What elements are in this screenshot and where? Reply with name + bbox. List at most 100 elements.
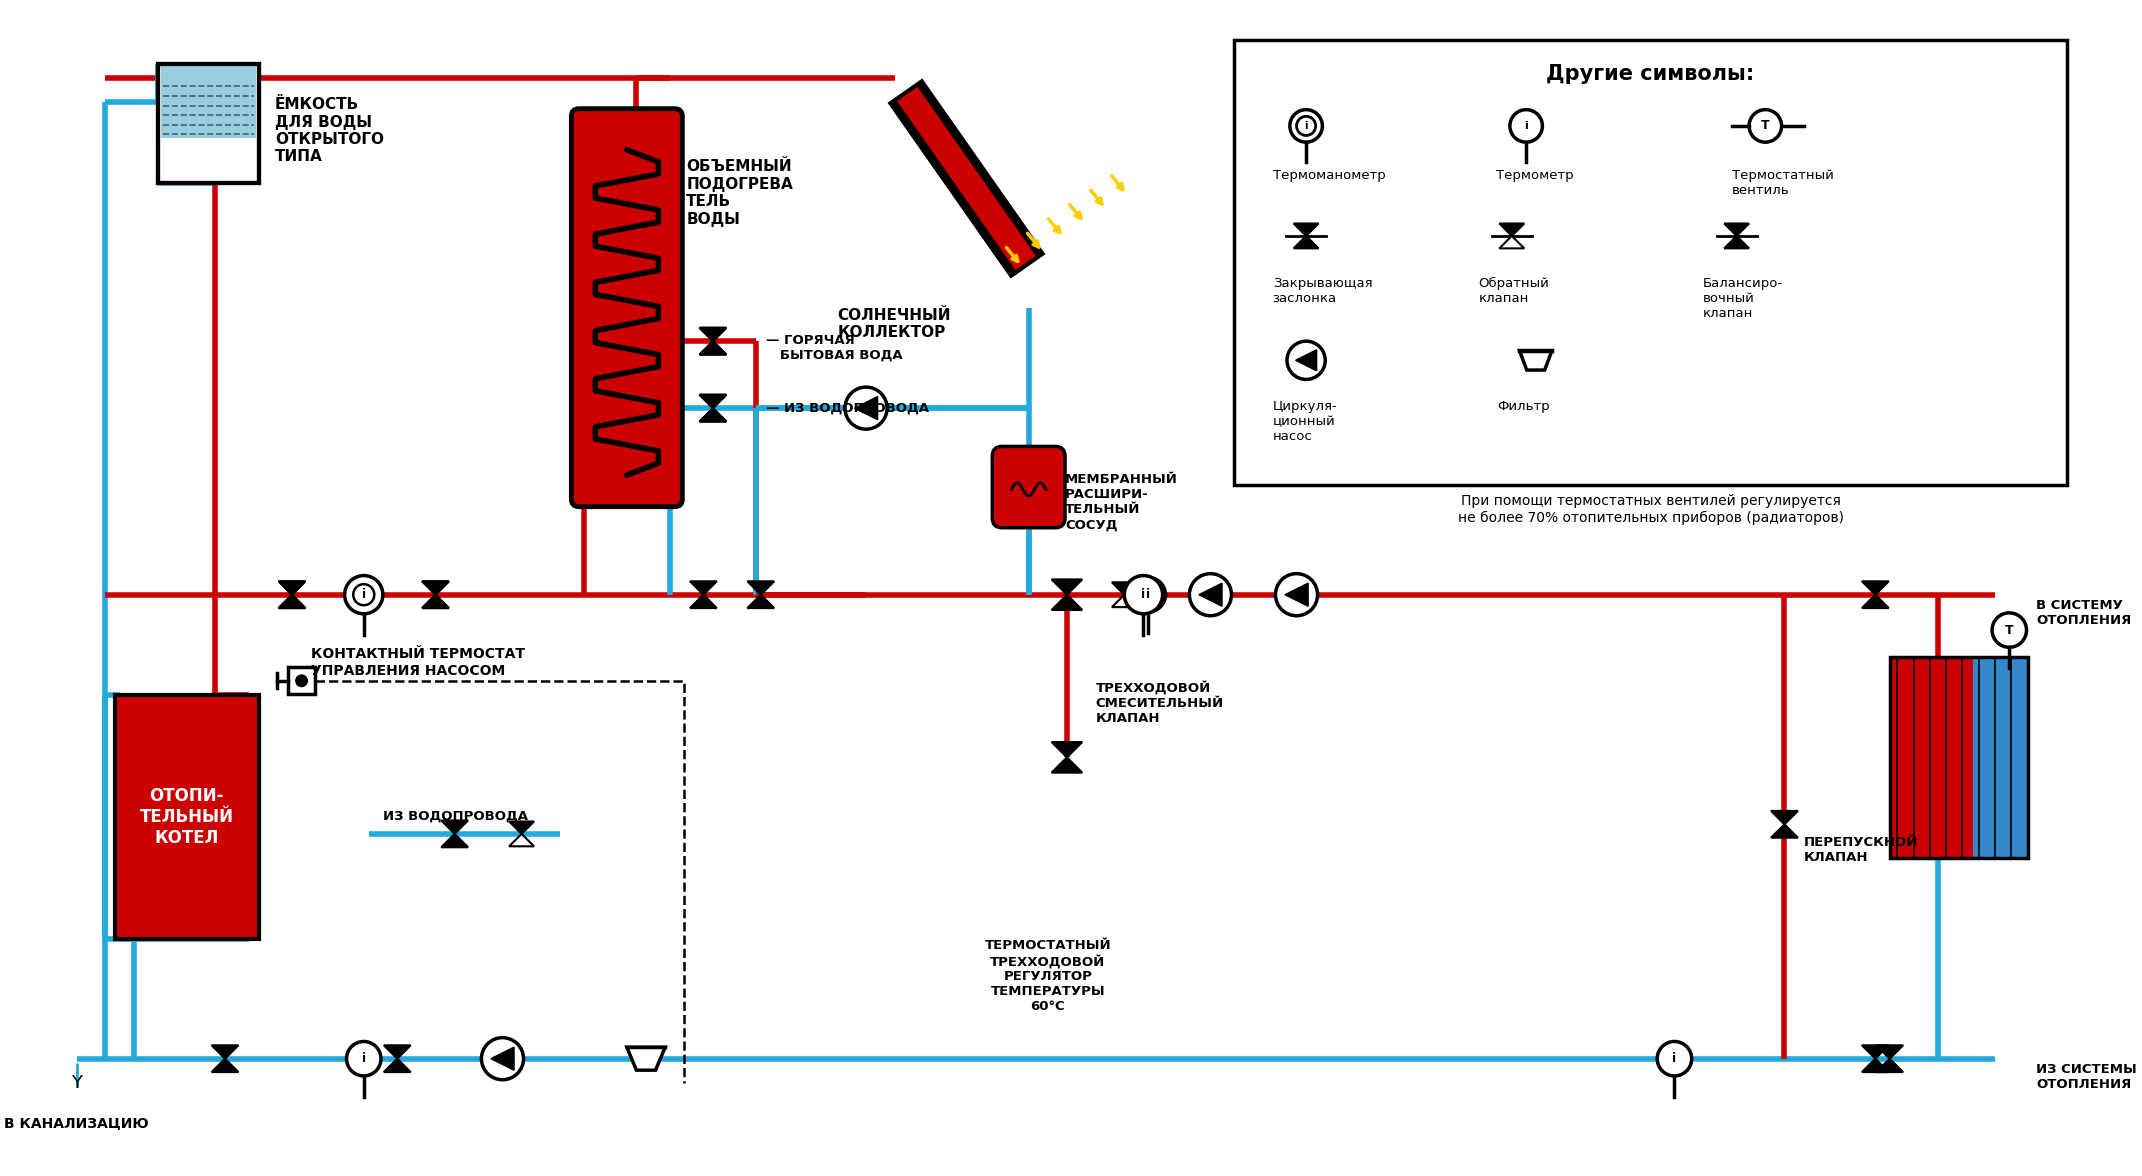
- Bar: [289, 668, 315, 694]
- Bar: [891, 81, 1043, 275]
- Text: Фильтр: Фильтр: [1497, 401, 1551, 414]
- Circle shape: [347, 1042, 381, 1076]
- Polygon shape: [1200, 583, 1223, 607]
- Polygon shape: [278, 595, 306, 608]
- Polygon shape: [700, 408, 726, 421]
- Text: ЁМКОСТЬ
ДЛЯ ВОДЫ
ОТКРЫТОГО
ТИПА: ЁМКОСТЬ ДЛЯ ВОДЫ ОТКРЫТОГО ТИПА: [274, 98, 383, 165]
- FancyBboxPatch shape: [572, 108, 683, 507]
- Text: — ГОРЯЧАЯ
   БЫТОВАЯ ВОДА: — ГОРЯЧАЯ БЫТОВАЯ ВОДА: [765, 334, 902, 361]
- Circle shape: [353, 584, 375, 606]
- Text: i: i: [1146, 588, 1150, 601]
- Polygon shape: [1052, 742, 1082, 757]
- Polygon shape: [700, 341, 726, 355]
- FancyBboxPatch shape: [992, 447, 1065, 528]
- Polygon shape: [1724, 236, 1750, 248]
- Polygon shape: [422, 595, 450, 608]
- Polygon shape: [690, 581, 718, 595]
- Polygon shape: [422, 581, 450, 595]
- Circle shape: [1296, 116, 1315, 135]
- Text: Y: Y: [71, 1074, 81, 1091]
- Text: Балансиро-
вочный
клапан: Балансиро- вочный клапан: [1703, 278, 1784, 320]
- Text: ТРЕХХОДОВОЙ
СМЕСИТЕЛЬНЫЙ
КЛАПАН: ТРЕХХОДОВОЙ СМЕСИТЕЛЬНЫЙ КЛАПАН: [1095, 681, 1223, 724]
- Text: T: T: [2005, 623, 2013, 636]
- Polygon shape: [422, 595, 450, 608]
- Polygon shape: [1052, 595, 1082, 610]
- Bar: [116, 695, 259, 940]
- Text: ТЕРМОСТАТНЫЙ
ТРЕХХОДОВОЙ
РЕГУЛЯТОР
ТЕМПЕРАТУРЫ
60°C: ТЕРМОСТАТНЫЙ ТРЕХХОДОВОЙ РЕГУЛЯТОР ТЕМПЕ…: [985, 940, 1112, 1014]
- Polygon shape: [510, 834, 533, 847]
- Polygon shape: [1519, 350, 1553, 370]
- Text: i: i: [1673, 1053, 1677, 1065]
- Circle shape: [1289, 109, 1322, 142]
- Text: В СИСТЕМУ
ОТОПЛЕНИЯ: В СИСТЕМУ ОТОПЛЕНИЯ: [2037, 600, 2131, 628]
- Text: КОНТАКТНЫЙ ТЕРМОСТАТ
УПРАВЛЕНИЯ НАСОСОМ: КОНТАКТНЫЙ ТЕРМОСТАТ УПРАВЛЕНИЯ НАСОСОМ: [311, 647, 525, 677]
- Bar: [1889, 657, 1973, 857]
- Polygon shape: [628, 1047, 666, 1070]
- Polygon shape: [690, 595, 718, 608]
- Polygon shape: [212, 1058, 238, 1073]
- Polygon shape: [1861, 595, 1889, 608]
- Circle shape: [296, 675, 306, 687]
- Circle shape: [844, 387, 887, 429]
- Polygon shape: [1112, 595, 1137, 607]
- Polygon shape: [1861, 581, 1889, 595]
- Text: При помощи термостатных вентилей регулируется
не более 70% отопительных приборов: При помощи термостатных вентилей регулир…: [1457, 494, 1844, 524]
- Text: Обратный
клапан: Обратный клапан: [1478, 278, 1549, 305]
- Polygon shape: [1876, 1058, 1902, 1073]
- Polygon shape: [1876, 1045, 1902, 1058]
- Polygon shape: [1771, 824, 1797, 837]
- Polygon shape: [212, 1045, 238, 1058]
- Circle shape: [345, 575, 383, 614]
- Circle shape: [482, 1037, 523, 1080]
- Bar: [1234, 40, 2067, 485]
- Text: — ИЗ ВОДОПРОВОДА: — ИЗ ВОДОПРОВОДА: [765, 401, 930, 414]
- Polygon shape: [1294, 236, 1319, 248]
- Polygon shape: [491, 1047, 514, 1070]
- Text: Термоманометр: Термоманометр: [1272, 169, 1386, 182]
- Circle shape: [1189, 574, 1232, 616]
- Polygon shape: [510, 821, 533, 834]
- Text: i: i: [1304, 121, 1309, 131]
- Polygon shape: [1052, 580, 1082, 595]
- Circle shape: [1274, 574, 1317, 616]
- Bar: [159, 64, 259, 183]
- Circle shape: [1125, 575, 1163, 614]
- Circle shape: [1658, 1042, 1692, 1076]
- Text: T: T: [1761, 120, 1769, 133]
- Bar: [1973, 657, 2028, 857]
- Polygon shape: [748, 581, 773, 595]
- Polygon shape: [383, 1045, 411, 1058]
- Circle shape: [1131, 577, 1165, 612]
- Circle shape: [1750, 109, 1782, 142]
- Polygon shape: [700, 341, 726, 355]
- Polygon shape: [441, 821, 469, 834]
- Text: Термостатный
вентиль: Термостатный вентиль: [1733, 169, 1834, 196]
- Bar: [891, 100, 1017, 275]
- Text: Циркуля-
ционный
насос: Циркуля- ционный насос: [1272, 401, 1337, 443]
- Polygon shape: [1861, 1058, 1889, 1073]
- Text: ОБЪЕМНЫЙ
ПОДОГРЕВА
ТЕЛЬ
ВОДЫ: ОБЪЕМНЫЙ ПОДОГРЕВА ТЕЛЬ ВОДЫ: [685, 160, 793, 227]
- Circle shape: [1992, 613, 2026, 647]
- Polygon shape: [700, 328, 726, 341]
- Text: Закрывающая
заслонка: Закрывающая заслонка: [1272, 278, 1373, 305]
- Polygon shape: [1771, 811, 1797, 824]
- Polygon shape: [1052, 757, 1082, 773]
- Bar: [1889, 657, 2028, 857]
- Text: ИЗ ВОДОПРОВОДА: ИЗ ВОДОПРОВОДА: [383, 810, 527, 823]
- Polygon shape: [1112, 582, 1137, 595]
- Bar: [159, 64, 259, 183]
- Circle shape: [1287, 341, 1326, 380]
- Polygon shape: [1285, 583, 1309, 607]
- Bar: [161, 64, 255, 138]
- Text: МЕМБРАННЫЙ
РАСШИРИ-
ТЕЛЬНЫЙ
СОСУД: МЕМБРАННЫЙ РАСШИРИ- ТЕЛЬНЫЙ СОСУД: [1065, 473, 1178, 532]
- Polygon shape: [1724, 223, 1750, 236]
- Text: СОЛНЕЧНЫЙ
КОЛЛЕКТОР: СОЛНЕЧНЫЙ КОЛЛЕКТОР: [838, 308, 951, 340]
- Polygon shape: [855, 396, 878, 420]
- Text: i: i: [1142, 588, 1146, 601]
- Text: ИЗ СИСТЕМЫ
ОТОПЛЕНИЯ: ИЗ СИСТЕМЫ ОТОПЛЕНИЯ: [2037, 1063, 2138, 1091]
- Polygon shape: [1294, 223, 1319, 236]
- Polygon shape: [700, 395, 726, 408]
- Polygon shape: [700, 328, 726, 341]
- Text: i: i: [1525, 121, 1527, 131]
- Polygon shape: [278, 595, 306, 608]
